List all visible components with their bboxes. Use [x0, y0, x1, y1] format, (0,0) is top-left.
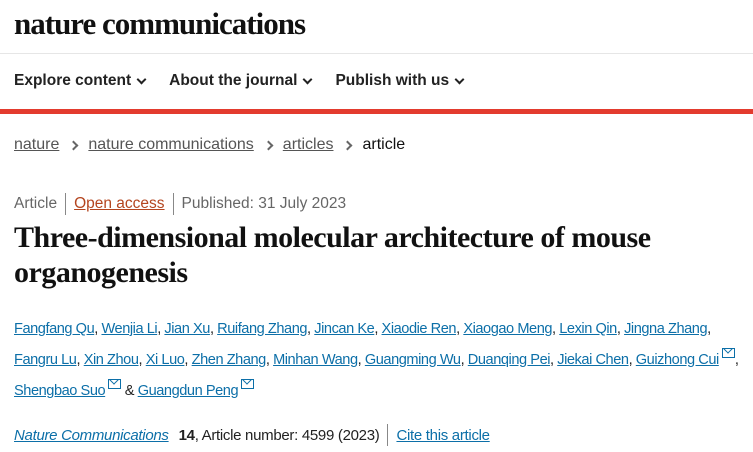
author-link[interactable]: Duanqing Pei: [467, 352, 551, 368]
chevron-down-icon: [454, 74, 465, 84]
author-link[interactable]: Ruifang Zhang: [217, 321, 308, 337]
author-link[interactable]: Jincan Ke: [314, 321, 375, 337]
author-link[interactable]: Xin Zhou: [83, 352, 139, 368]
published-date: Published: 31 July 2023: [181, 195, 347, 212]
divider: [65, 193, 67, 215]
author-link[interactable]: Xiaogao Meng: [463, 321, 553, 337]
author-link[interactable]: Guangdun Peng: [137, 383, 239, 399]
breadcrumb: nature nature communications articles ar…: [14, 136, 405, 154]
nav-about-journal[interactable]: About the journal: [169, 72, 313, 90]
divider: [172, 193, 174, 215]
chevron-right-icon: [68, 140, 79, 150]
author-ampersand: &: [124, 383, 135, 399]
divider: [0, 53, 753, 54]
chevron-right-icon: [343, 140, 353, 150]
author-link[interactable]: Guangming Wu: [364, 352, 461, 368]
author-link[interactable]: Lexin Qin: [559, 321, 617, 337]
journal-link[interactable]: Nature Communications: [14, 426, 169, 444]
breadcrumb-nature-communications[interactable]: nature communications: [88, 136, 254, 153]
author-link[interactable]: Zhen Zhang: [191, 352, 267, 368]
cite-this-article-link[interactable]: Cite this article: [396, 426, 490, 444]
article-number: , Article number: 4599 (2023): [194, 426, 380, 444]
author-link[interactable]: Shengbao Suo: [14, 383, 106, 399]
accent-bar: [0, 109, 753, 114]
author-link[interactable]: Jingna Zhang: [624, 321, 708, 337]
chevron-down-icon: [302, 74, 313, 84]
article-type: Article: [14, 195, 58, 212]
breadcrumb-current: article: [362, 136, 406, 153]
mail-icon[interactable]: [721, 348, 735, 358]
main-nav: Explore content About the journal Publis…: [14, 72, 465, 90]
nav-label: About the journal: [169, 72, 298, 89]
article-meta: Article Open access Published: 31 July 2…: [14, 193, 346, 215]
citation: Nature Communications 14 , Article numbe…: [14, 424, 490, 446]
author-link[interactable]: Jiekai Chen: [557, 352, 629, 368]
author-link[interactable]: Xiaodie Ren: [381, 321, 457, 337]
mail-icon[interactable]: [108, 379, 122, 389]
author-list: Fangfang Qu, Wenjia Li, Jian Xu, Ruifang…: [14, 321, 739, 399]
mail-icon[interactable]: [241, 379, 255, 389]
volume: 14: [178, 426, 195, 444]
author-link[interactable]: Guizhong Cui: [635, 352, 719, 368]
journal-logo[interactable]: nature communications: [14, 6, 306, 41]
chevron-right-icon: [263, 140, 274, 150]
author-link[interactable]: Minhan Wang: [273, 352, 358, 368]
author-link[interactable]: Jian Xu: [164, 321, 210, 337]
breadcrumb-articles[interactable]: articles: [282, 136, 334, 153]
article-title: Three-dimensional molecular architecture…: [14, 221, 651, 289]
nav-explore-content[interactable]: Explore content: [14, 72, 147, 90]
nav-publish-with-us[interactable]: Publish with us: [335, 72, 465, 90]
author-link[interactable]: Xi Luo: [145, 352, 185, 368]
author-link[interactable]: Fangfang Qu: [14, 321, 95, 337]
author-link[interactable]: Fangru Lu: [14, 352, 77, 368]
author-link[interactable]: Wenjia Li: [101, 321, 158, 337]
nav-label: Explore content: [14, 72, 132, 89]
breadcrumb-nature[interactable]: nature: [14, 136, 60, 153]
chevron-down-icon: [136, 74, 147, 84]
divider: [387, 424, 389, 446]
nav-label: Publish with us: [335, 72, 450, 89]
open-access-link[interactable]: Open access: [74, 195, 165, 212]
